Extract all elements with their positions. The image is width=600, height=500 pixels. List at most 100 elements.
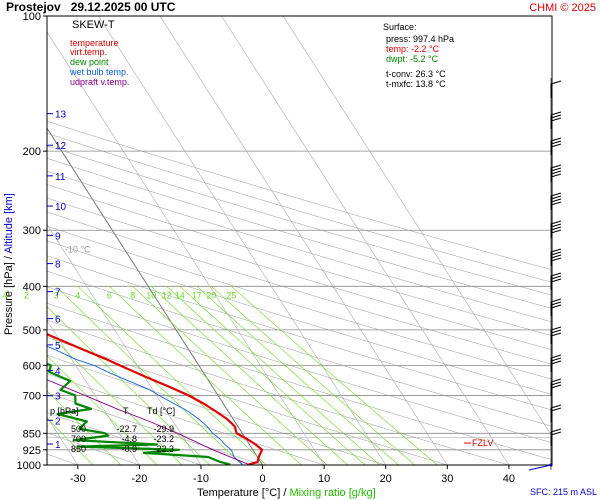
mixing-ratio-line [150,286,349,465]
mixing-ratio-label: 14 [175,290,185,300]
mixing-ratio-line [196,286,399,465]
wind-feather [550,257,562,262]
isotherm-line [47,127,263,465]
altitude-tick-label: 5 [55,341,61,352]
surface-tmxfc: t-mxfc: 13.8 °C [386,79,446,89]
mixing-ratio-label: 25 [226,290,236,300]
altitude-tick-label: 7 [55,288,61,299]
table-cell: -4.8 [121,434,137,444]
mixing-ratio-line [55,286,243,465]
pressure-tick-label: 925 [23,445,41,457]
mixing-ratio-line [210,286,415,465]
surface-press: press: 997.4 hPa [386,34,454,44]
temp-tick-label: 20 [380,473,392,485]
mixing-ratio-line [132,286,328,465]
temp-tick-label: 10 [318,473,330,485]
temp-tick-label: 30 [441,473,453,485]
wind-feather [550,140,562,145]
legend-dew-point: dew point [70,57,109,67]
wind-feather [550,275,562,280]
legend-virt-temp: virt.temp. [70,47,107,57]
isotherm-line [98,16,386,465]
wind-feather [550,329,562,334]
mixing-ratio-line [179,286,380,465]
wind-feather [550,167,562,172]
wind-feather [550,229,562,234]
table-cell: -22.7 [116,424,137,434]
wind-feather [550,143,562,148]
mixing-ratio-line [77,286,267,465]
wind-feather [550,201,562,206]
wind-feather [550,137,562,142]
wind-feather [550,192,562,197]
pressure-tick-label: 200 [23,146,41,158]
mixing-ratio-line [47,331,183,465]
pressure-tick-label: 300 [23,225,41,237]
mixing-ratio-line [109,286,302,465]
temp-tick-label: -10 [193,473,209,485]
wind-feather [550,117,562,122]
surface-wind-dot [549,463,553,467]
mixing-ratio-label: 1.4 [0,290,8,300]
dry-adiabat [47,432,140,465]
temp-tick-label: -20 [131,473,147,485]
fzlv-label: FZLV [472,438,493,448]
dry-adiabat [47,392,263,465]
wind-feather [550,360,562,365]
surface-tconv: t-conv: 26.3 °C [386,69,446,79]
table-cell: 500 [71,424,86,434]
surface-info: Surface: press: 997.4 hPa temp: -2.2 °C … [381,18,473,92]
wind-feather [550,114,562,119]
altitude-tick-label: 13 [55,110,67,121]
mixing-ratio-line [47,417,94,465]
dry-adiabat [47,412,202,465]
altitude-tick-label: 1 [55,440,61,451]
pressure-tick-label: 500 [23,325,41,337]
mixing-ratio-line [47,306,210,465]
surface-title: Surface: [383,22,417,32]
value-table: p [hPa] T Td [°C] 500 -22.7 -29.9 700 -4… [50,406,175,454]
table-cell: -0.9 [121,444,137,454]
dry-adiabat [47,373,325,465]
surface-info-bg [381,18,473,92]
series-clip [47,333,264,465]
pressure-tick-label: 100 [23,11,41,23]
dry-adiabat [47,145,552,296]
dry-adiabat [47,286,552,444]
dry-adiabat [47,211,552,365]
dry-adiabat [47,319,509,465]
wind-feather [550,248,562,253]
altitude-tick-label: 2 [55,416,61,427]
wind-feather [550,428,562,433]
table-cell: 700 [71,434,86,444]
grid-layer [47,16,552,465]
isotherm-line [47,31,325,465]
isotherm-line [282,16,552,437]
isotherm-line [47,320,140,465]
wind-feather [550,381,562,386]
temp-tick-label: -30 [70,473,86,485]
plot-frame [46,15,553,466]
table-header-p: p [hPa] [50,406,79,416]
mixing-ratio-line [166,286,366,465]
y-axis-title: Pressure [hPa] / Altitude [km] [3,193,15,335]
dry-adiabat [47,255,552,411]
dry-adiabat [47,158,552,309]
legend-wet-bulb: wet bulb temp. [69,67,129,77]
wind-feather [550,407,562,412]
isotherm-line [159,16,448,465]
wind-feather [550,384,562,389]
altitude-tick-label: 4 [55,367,61,378]
table-header-t: T [123,406,129,416]
wind-feather [550,226,562,231]
mixing-ratio-label: 6 [107,290,112,300]
mixing-ratio-label: 10 [146,290,156,300]
wind-feather [550,378,562,383]
dry-adiabat [47,302,552,461]
x-axis-title: Temperature [°C] / Mixing ratio [g/kg] [197,487,376,499]
series-temperature [47,333,264,465]
wind-feather [550,272,562,277]
credit: CHMI © 2025 [529,2,596,14]
